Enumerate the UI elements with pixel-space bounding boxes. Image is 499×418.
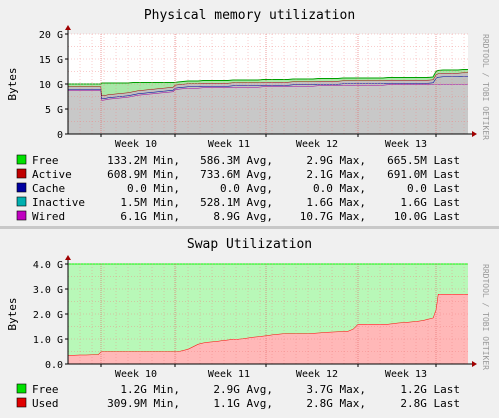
y-axis-label: Bytes (6, 297, 19, 330)
legend-avg: 8.9G Avg, (213, 210, 273, 223)
swap-graph-panel: Swap Utilization RRDTOOL / TOBI OETIKER By… (0, 229, 499, 418)
legend-avg: 1.1G Avg, (213, 397, 273, 410)
x-tick-label: Week 11 (208, 139, 250, 150)
x-tick-label: Week 13 (385, 369, 427, 380)
legend-avg: 586.3M Avg, (200, 154, 273, 167)
legend-avg: 733.6M Avg, (200, 168, 273, 181)
legend-avg: 0.0 Avg, (220, 182, 273, 195)
y-tick-label: 0.0 (45, 360, 63, 371)
legend-name-wired: Wired (32, 210, 65, 223)
y-tick-label: 3.0 G (33, 285, 63, 296)
legend-min: 309.9M Min, (107, 397, 180, 410)
y-tick-label: 1.0 G (33, 335, 63, 346)
legend-last: 665.5M Last (387, 154, 460, 167)
legend-max: 2.9G Max, (306, 154, 366, 167)
legend-name-cache: Cache (32, 182, 65, 195)
area-free (68, 264, 468, 356)
area-active (68, 72, 468, 99)
legend-max: 2.8G Max, (306, 397, 366, 410)
y-tick-label: 10 G (39, 80, 63, 91)
legend-swatch-free (16, 383, 27, 394)
legend-max: 3.7G Max, (306, 383, 366, 396)
x-tick-label: Week 12 (296, 369, 338, 380)
y-tick-label: 5 G (45, 105, 63, 116)
legend-max: 2.1G Max, (306, 168, 366, 181)
rrdtool-credit: RRDTOOL / TOBI OETIKER (481, 264, 490, 370)
y-axis-arrow (65, 25, 71, 30)
legend-avg: 2.9G Avg, (213, 383, 273, 396)
x-tick-label: Week 10 (115, 369, 157, 380)
memory-chart: Physical memory utilization RRDTOOL / TOB… (6, 8, 490, 223)
rrdtool-credit: RRDTOOL / TOBI OETIKER (481, 34, 490, 140)
y-tick-label: 2.0 G (33, 310, 63, 321)
chart-title: Physical memory utilization (144, 8, 355, 23)
legend-swatch-cache (16, 182, 27, 193)
y-tick-label: 4.0 G (33, 260, 63, 271)
y-tick-label: 20 G (39, 30, 63, 41)
legend-max: 0.0 Max, (313, 182, 366, 195)
legend-last: 1.6G Last (400, 196, 460, 209)
y-tick-label: 0 (57, 130, 63, 141)
x-axis-arrow (472, 361, 477, 367)
legend-min: 1.5M Min, (120, 196, 180, 209)
y-tick-label: 15 G (39, 55, 63, 66)
legend-swatch-wired (16, 210, 27, 221)
line-free (68, 69, 468, 85)
area-used (68, 294, 468, 364)
swap-chart: Swap Utilization RRDTOOL / TOBI OETIKER By… (6, 237, 490, 410)
legend-min: 6.1G Min, (120, 210, 180, 223)
legend-min: 0.0 Min, (127, 182, 180, 195)
legend-last: 2.8G Last (400, 397, 460, 410)
legend-max: 10.7G Max, (300, 210, 366, 223)
legend-min: 608.9M Min, (107, 168, 180, 181)
legend-name-used: Used (32, 397, 59, 410)
x-tick-label: Week 13 (385, 139, 427, 150)
legend-last: 1.2G Last (400, 383, 460, 396)
legend-avg: 528.1M Avg, (200, 196, 273, 209)
legend-swatch-inactive (16, 196, 27, 207)
legend-name-active: Active (32, 168, 72, 181)
memory-graph-panel: Physical memory utilization RRDTOOL / TOB… (0, 0, 499, 226)
y-axis-label: Bytes (6, 67, 19, 100)
legend-min: 133.2M Min, (107, 154, 180, 167)
legend-name-free: Free (32, 154, 59, 167)
legend-swatch-free (16, 154, 27, 165)
y-axis-arrow (65, 255, 71, 260)
legend-swatch-used (16, 397, 27, 408)
legend-max: 1.6G Max, (306, 196, 366, 209)
x-tick-label: Week 11 (208, 369, 250, 380)
legend-name-inactive: Inactive (32, 196, 85, 209)
legend-last: 0.0 Last (407, 182, 460, 195)
x-tick-label: Week 10 (115, 139, 157, 150)
legend-swatch-active (16, 168, 27, 179)
chart-title: Swap Utilization (187, 237, 312, 252)
legend-min: 1.2G Min, (120, 383, 180, 396)
legend-name-free: Free (32, 383, 59, 396)
x-axis-arrow (472, 131, 477, 137)
legend-last: 10.0G Last (394, 210, 460, 223)
x-tick-label: Week 12 (296, 139, 338, 150)
legend-last: 691.0M Last (387, 168, 460, 181)
